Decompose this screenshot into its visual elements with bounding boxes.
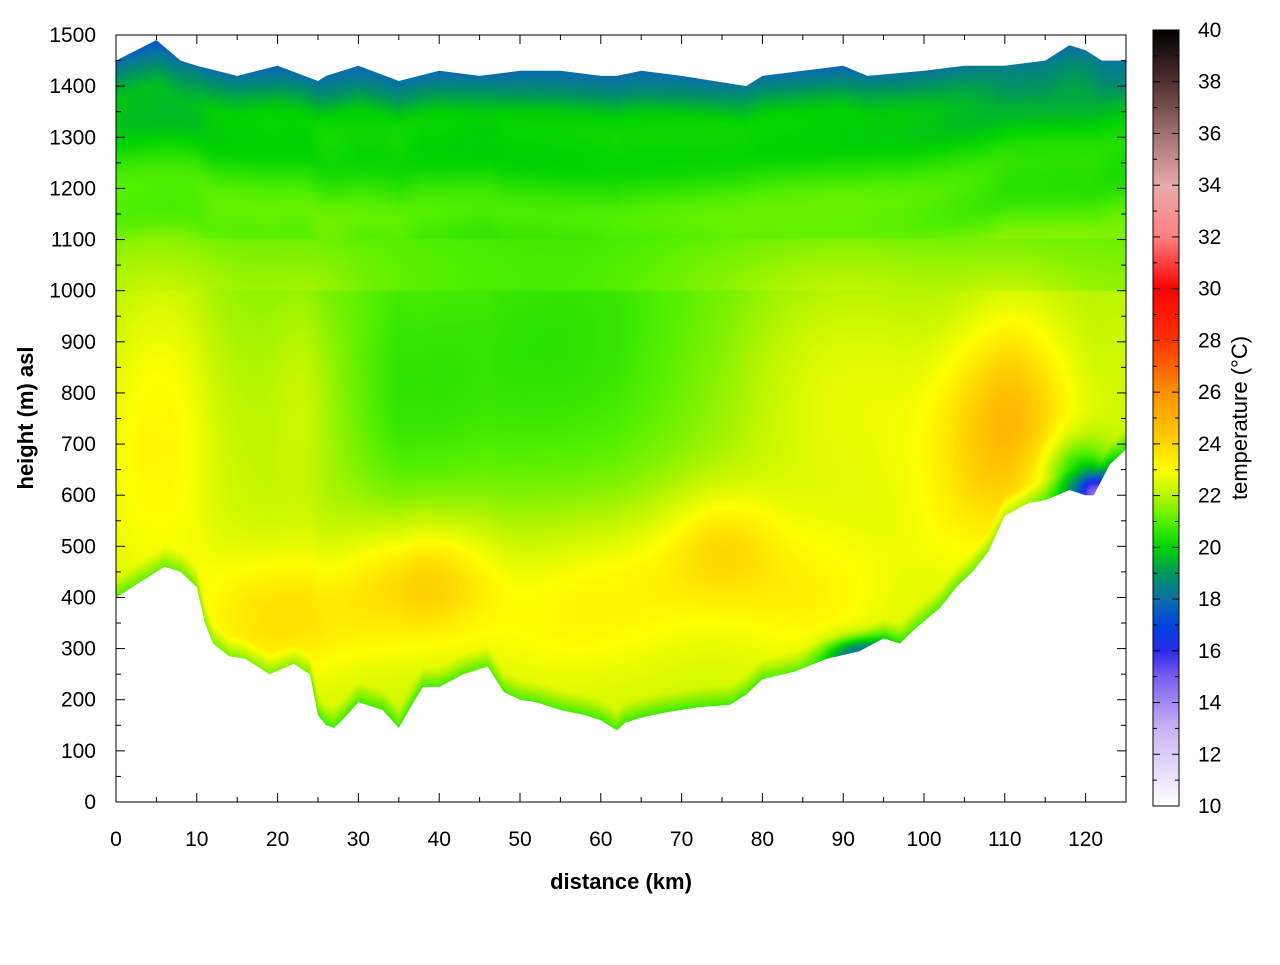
colorbar-tick-label: 40 (1198, 19, 1221, 42)
colorbar: 10 12 14 16 18 20 22 24 26 28 30 32 34 36 38 40 tempera… (1152, 19, 1252, 818)
colorbar-label: temperature (°C) (1227, 336, 1252, 500)
colorbar-tick-labels: 10 12 14 16 18 20 22 24 26 28 30 32 34 36 38 40 (1198, 19, 1222, 818)
colorbar-gradient (1152, 29, 1180, 807)
sky-mask (116, 35, 1126, 87)
x-tick-label: 60 (589, 828, 612, 851)
y-tick-label: 900 (61, 331, 96, 354)
colorbar-ticks (1153, 29, 1179, 807)
x-axis-tick-labels: 0 10 20 30 40 50 60 70 80 90 100 110 120 (110, 828, 1103, 851)
colorbar-tick-label: 16 (1198, 640, 1221, 663)
x-tick-label: 100 (906, 828, 941, 851)
y-tick-label: 1500 (49, 24, 96, 47)
y-tick-label: 1100 (51, 229, 96, 252)
y-tick-label: 700 (61, 433, 96, 456)
y-axis-label: height (m) asl (13, 346, 38, 489)
colorbar-tick-label: 24 (1198, 433, 1222, 456)
colorbar-tick-label: 14 (1198, 692, 1222, 715)
terrain-mask (116, 449, 1126, 802)
x-tick-label: 10 (185, 828, 208, 851)
colorbar-tick-label: 10 (1198, 795, 1221, 818)
colorbar-tick-label: 30 (1198, 278, 1221, 301)
x-tick-label: 50 (508, 828, 531, 851)
y-tick-label: 1200 (49, 177, 96, 200)
y-tick-label: 0 (84, 791, 96, 814)
x-tick-label: 120 (1068, 828, 1103, 851)
x-tick-label: 40 (428, 828, 451, 851)
axis-ticks (115, 34, 1127, 803)
colorbar-tick-label: 18 (1198, 588, 1221, 611)
y-tick-label: 800 (61, 382, 96, 405)
colorbar-tick-label: 20 (1198, 536, 1221, 559)
y-tick-label: 600 (61, 484, 96, 507)
x-tick-label: 30 (347, 828, 370, 851)
y-tick-label: 500 (61, 535, 96, 558)
y-tick-label: 400 (61, 586, 96, 609)
y-tick-label: 200 (61, 689, 96, 712)
colorbar-tick-label: 32 (1198, 226, 1221, 249)
x-axis-label: distance (km) (550, 869, 692, 894)
y-tick-label: 1300 (49, 126, 96, 149)
x-tick-label: 80 (751, 828, 774, 851)
x-tick-label: 20 (266, 828, 289, 851)
x-tick-label: 90 (832, 828, 855, 851)
y-tick-label: 300 (61, 638, 96, 661)
colorbar-tick-label: 38 (1198, 71, 1221, 94)
x-tick-label: 110 (988, 828, 1021, 851)
colorbar-tick-label: 34 (1198, 174, 1222, 197)
colorbar-tick-label: 26 (1198, 381, 1221, 404)
plot-area (115, 34, 1127, 803)
plot-frame (115, 34, 1127, 803)
x-tick-label: 0 (110, 828, 122, 851)
y-axis-tick-labels: 0 100 200 300 400 500 600 700 800 900 1000 1100 1200… (49, 24, 96, 814)
y-tick-label: 1000 (49, 280, 96, 303)
x-tick-label: 70 (670, 828, 693, 851)
y-tick-label: 100 (61, 740, 96, 763)
colorbar-tick-label: 36 (1198, 122, 1221, 145)
colorbar-tick-label: 22 (1198, 485, 1221, 508)
colorbar-tick-label: 28 (1198, 329, 1221, 352)
y-tick-label: 1400 (49, 75, 96, 98)
colorbar-tick-label: 12 (1198, 743, 1221, 766)
